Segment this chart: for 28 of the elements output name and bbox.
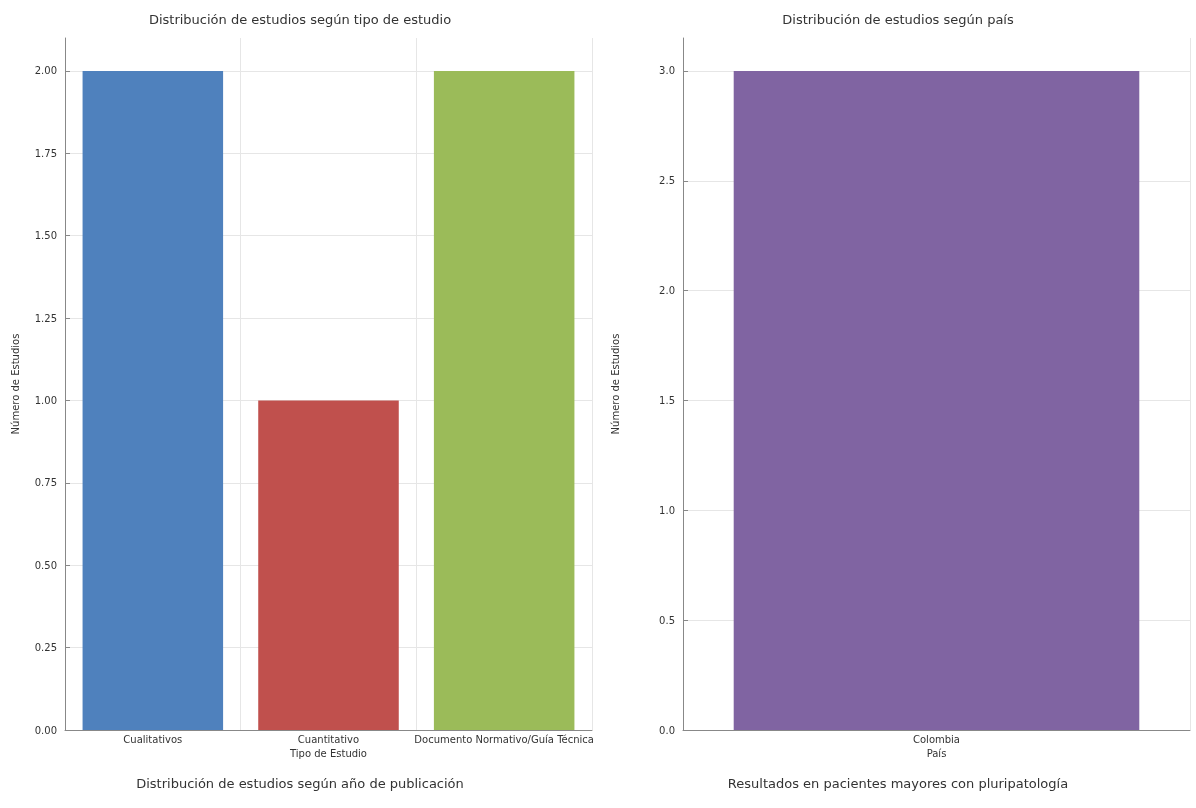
chart-title: Distribución de estudios según país bbox=[782, 12, 1014, 27]
text: Resultados en pacientes mayores con pluripatología bbox=[727, 776, 1069, 791]
x-tick-label: Cualitativos bbox=[123, 733, 183, 745]
y-tick-label: 0.00 bbox=[34, 724, 57, 736]
x-axis-title: País bbox=[926, 748, 947, 760]
y-tick-label: 2.0 bbox=[659, 285, 675, 297]
y-tick-label: 2.5 bbox=[659, 175, 675, 187]
y-tick-label: 1.0 bbox=[659, 504, 675, 516]
y-tick-label: 1.50 bbox=[34, 230, 57, 242]
y-tick-label: 0.5 bbox=[659, 614, 675, 626]
chart-title: Distribución de estudios según tipo de estudio bbox=[148, 12, 452, 27]
x-tick-label: Colombia bbox=[913, 733, 960, 745]
y-tick-label: 1.5 bbox=[659, 394, 675, 406]
y-tick-label: 0.50 bbox=[34, 559, 57, 571]
x-tick-label: Documento Normativo/Guía Técnica bbox=[414, 733, 594, 745]
text: Distribución de estudios según año de publicación bbox=[136, 776, 464, 791]
y-tick-label: 0.75 bbox=[34, 477, 57, 489]
y-tick-label: 3.0 bbox=[659, 65, 675, 77]
x-axis-title: Tipo de Estudio bbox=[289, 748, 367, 760]
y-tick-label: 1.00 bbox=[34, 394, 57, 406]
y-axis-title: Número de Estudios bbox=[609, 333, 621, 435]
y-axis-title: Número de Estudios bbox=[9, 333, 21, 435]
x-tick-label: Cuantitativo bbox=[297, 733, 360, 745]
y-tick-label: 0.0 bbox=[659, 724, 675, 736]
y-tick-label: 0.25 bbox=[34, 642, 57, 654]
y-tick-label: 1.25 bbox=[34, 312, 57, 324]
y-tick-label: 2.00 bbox=[34, 65, 57, 77]
y-tick-label: 1.75 bbox=[34, 147, 57, 159]
